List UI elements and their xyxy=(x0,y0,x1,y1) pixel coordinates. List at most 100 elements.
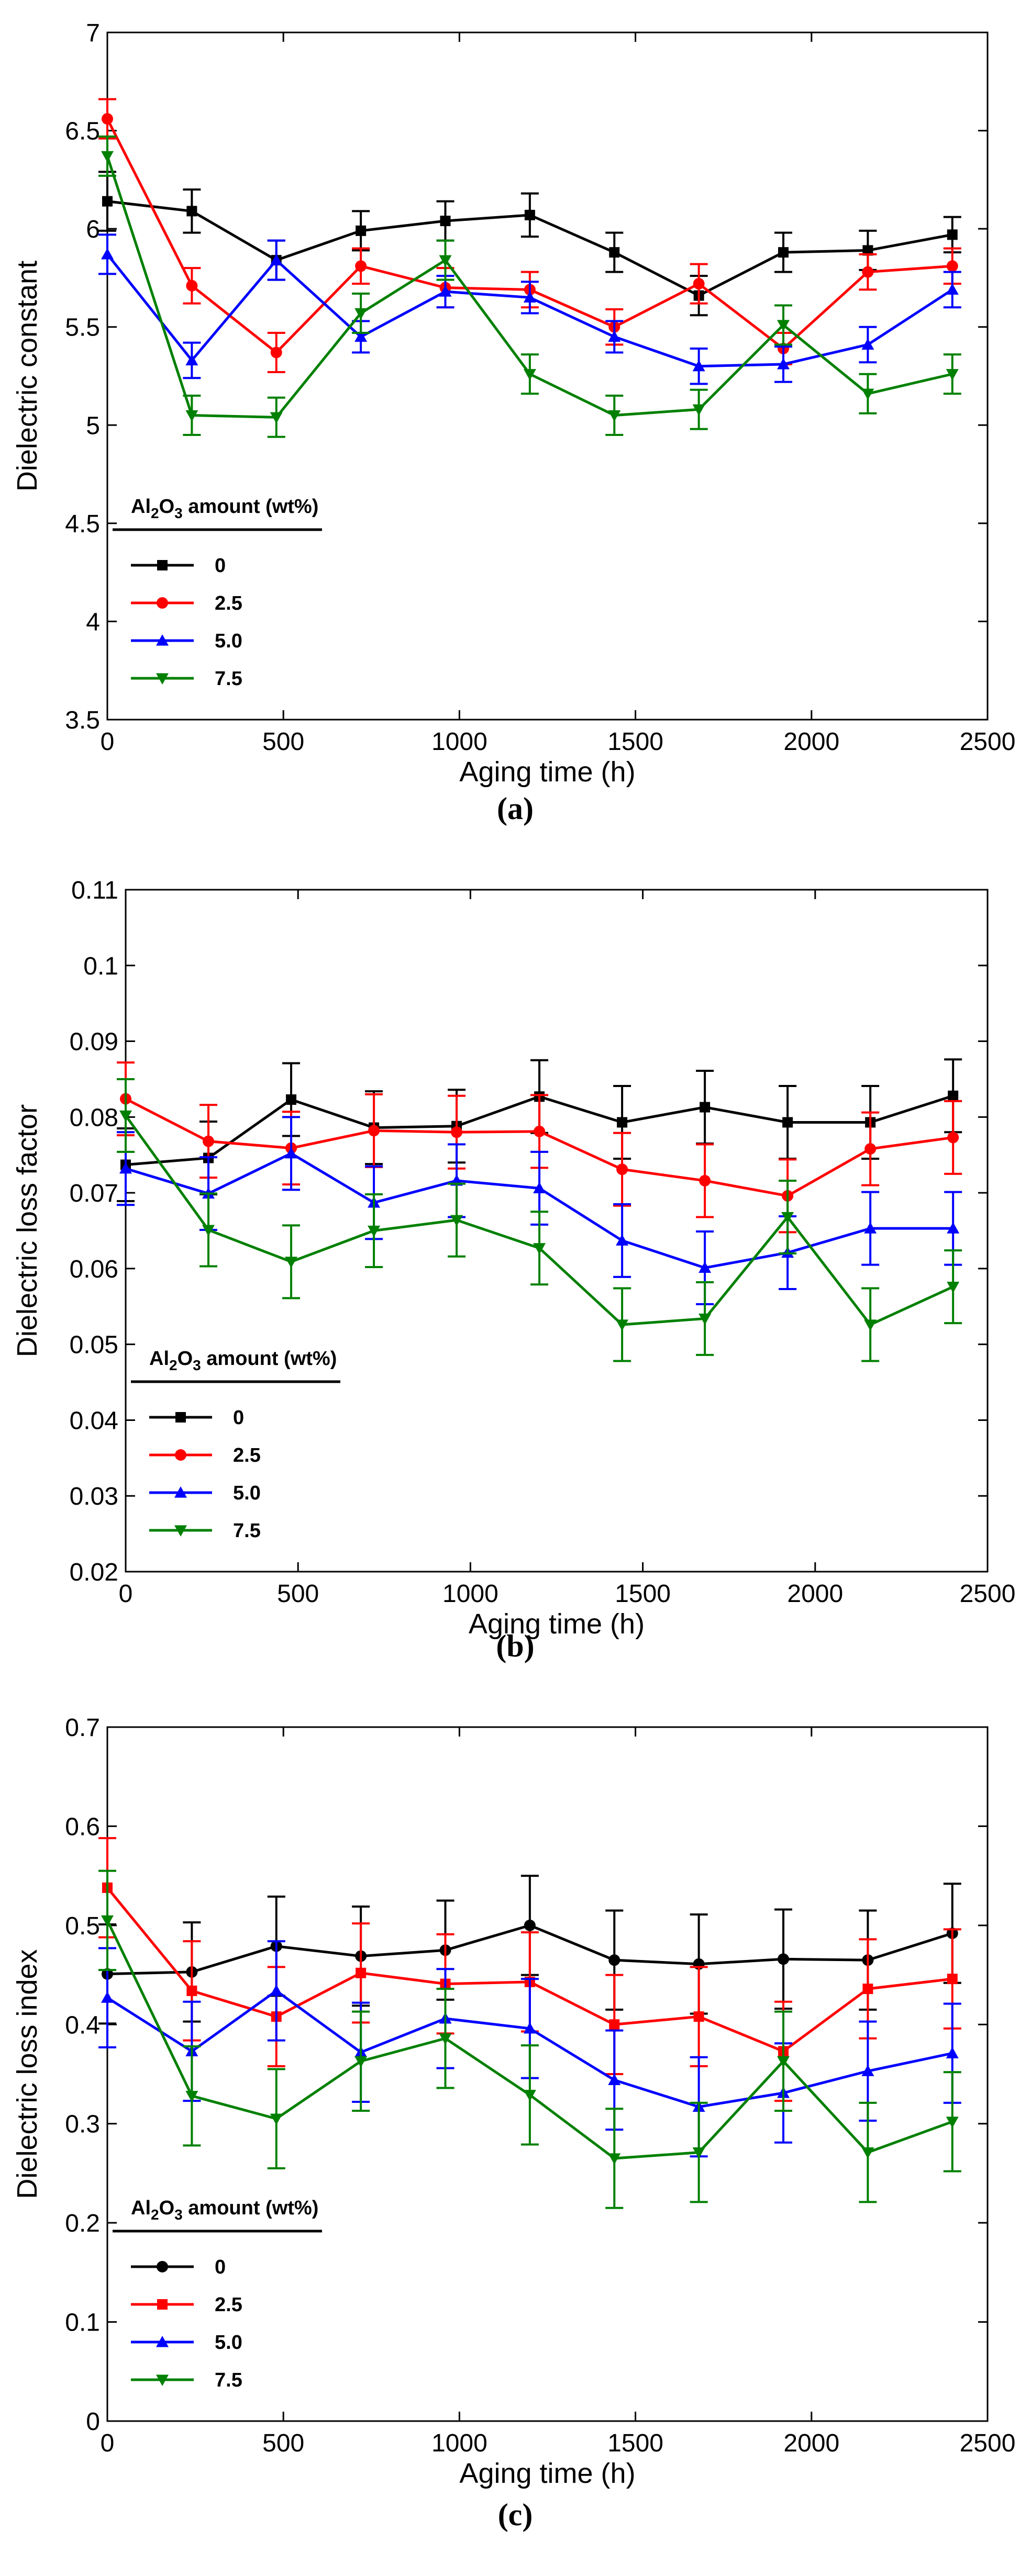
data-point xyxy=(185,2091,198,2102)
data-point xyxy=(202,1225,215,1237)
x-tick-label: 1000 xyxy=(431,728,487,756)
y-tick-label: 0.6 xyxy=(65,1813,100,1841)
legend-label: 0 xyxy=(215,2256,226,2278)
data-point xyxy=(862,266,874,278)
data-point xyxy=(101,248,114,260)
legend-marker xyxy=(175,1449,186,1461)
legend-marker xyxy=(157,2299,168,2310)
y-tick-label: 0.1 xyxy=(83,953,118,980)
legend-label: 0 xyxy=(233,1407,244,1429)
y-tick-label: 3.5 xyxy=(65,707,100,734)
data-point xyxy=(102,196,113,207)
data-point xyxy=(355,260,367,272)
data-point xyxy=(946,2047,959,2058)
data-point xyxy=(440,216,451,227)
data-point xyxy=(368,1125,380,1137)
y-tick-label: 0.1 xyxy=(65,2309,100,2337)
data-point xyxy=(699,1313,712,1325)
series-7.5 xyxy=(117,1078,962,1362)
data-point xyxy=(533,1182,546,1194)
data-point xyxy=(861,338,874,350)
x-tick-label: 2500 xyxy=(960,728,1016,756)
legend-label: 5.0 xyxy=(215,630,242,652)
data-point xyxy=(523,2022,536,2034)
legend: Al2O3 amount (wt%) 0 2.5 5.0 7.5 xyxy=(113,496,322,690)
data-point xyxy=(948,1090,959,1101)
series-7.5 xyxy=(98,1869,961,2209)
legend-title: Al2O3 amount (wt%) xyxy=(149,1348,337,1373)
data-point xyxy=(533,1243,546,1255)
x-axis-label: Aging time (h) xyxy=(469,1608,645,1640)
data-point xyxy=(861,2065,874,2076)
data-point xyxy=(862,1984,873,1995)
data-point xyxy=(102,113,113,125)
data-point xyxy=(946,283,959,295)
chart-panel-3: 0 500 1000 1500 2000 2500 0 0.1 0.2 0.3 0.4 0.5 0.6 0… xyxy=(12,1714,1015,2532)
y-axis-label: Dielectric loss index xyxy=(12,1949,43,2199)
x-tick-label: 1000 xyxy=(442,1580,498,1608)
x-tick-label: 2500 xyxy=(960,1580,1016,1608)
data-point xyxy=(524,1919,536,1931)
panel-label: (b) xyxy=(496,1629,534,1663)
x-tick-label: 500 xyxy=(262,728,304,756)
series-5.0 xyxy=(98,233,961,385)
data-point xyxy=(616,1163,628,1175)
data-point xyxy=(947,229,958,240)
legend-label: 7.5 xyxy=(215,2369,242,2391)
data-point xyxy=(947,1222,960,1234)
data-point xyxy=(608,2074,621,2085)
series-7.5 xyxy=(98,135,961,438)
data-point xyxy=(692,404,705,416)
data-point xyxy=(354,308,368,320)
data-point xyxy=(450,1215,463,1227)
data-point xyxy=(947,1974,958,1985)
data-point xyxy=(861,2147,874,2159)
y-tick-label: 0.5 xyxy=(65,1912,100,1940)
data-point xyxy=(778,247,789,258)
data-point xyxy=(354,2056,368,2068)
data-point xyxy=(617,1117,628,1128)
y-tick-label: 0.11 xyxy=(71,877,118,904)
legend-marker xyxy=(174,1486,187,1498)
y-tick-label: 0.05 xyxy=(70,1331,118,1359)
data-point xyxy=(185,354,198,366)
data-point xyxy=(439,285,452,297)
data-point xyxy=(203,1135,215,1147)
data-point xyxy=(861,388,874,400)
y-tick-label: 0.06 xyxy=(70,1256,118,1283)
data-point xyxy=(101,151,114,163)
legend-label: 2.5 xyxy=(233,1444,261,1466)
data-point xyxy=(693,2011,704,2022)
data-point xyxy=(947,1132,959,1144)
y-tick-label: 0 xyxy=(86,2408,100,2436)
data-point xyxy=(270,254,283,265)
data-point xyxy=(439,2033,452,2045)
data-point xyxy=(946,369,959,380)
x-tick-label: 2000 xyxy=(787,1580,843,1608)
data-point xyxy=(451,1126,463,1138)
data-point xyxy=(699,1261,712,1273)
legend-label: 2.5 xyxy=(215,592,242,614)
data-point xyxy=(186,279,198,292)
data-point xyxy=(616,1234,629,1246)
x-tick-label: 2000 xyxy=(783,2429,839,2457)
legend-marker xyxy=(157,560,168,570)
data-point xyxy=(186,206,197,217)
y-tick-label: 4.5 xyxy=(65,510,100,538)
data-point xyxy=(270,412,283,424)
legend-marker xyxy=(157,2261,168,2272)
data-point xyxy=(186,1985,197,1996)
data-point xyxy=(864,1143,877,1155)
chart-panel-2: 0 500 1000 1500 2000 2500 0.02 0.03 0.04 0.05 0.06… xyxy=(12,877,1015,1663)
x-tick-label: 0 xyxy=(119,1580,133,1608)
data-point xyxy=(692,2147,705,2159)
y-tick-label: 6 xyxy=(86,216,100,243)
data-point xyxy=(119,1162,132,1174)
data-point xyxy=(608,330,621,342)
data-point xyxy=(523,369,536,380)
y-tick-label: 0.3 xyxy=(65,2111,100,2138)
data-point xyxy=(692,360,705,372)
data-point xyxy=(777,320,790,331)
